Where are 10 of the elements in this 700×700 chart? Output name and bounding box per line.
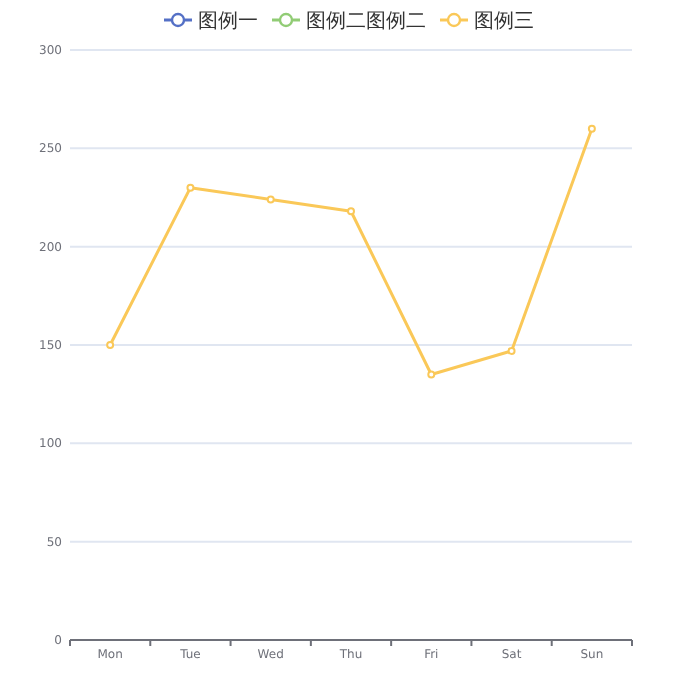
point [266,195,275,204]
point [427,370,436,379]
point [587,124,596,133]
point [347,207,355,216]
legend-label: 图例二图例二 [306,11,426,33]
legend-label: 图例一 [198,11,258,33]
legend-label: 图例三 [474,11,534,33]
point [186,183,195,192]
point [507,346,516,355]
point [106,341,115,349]
